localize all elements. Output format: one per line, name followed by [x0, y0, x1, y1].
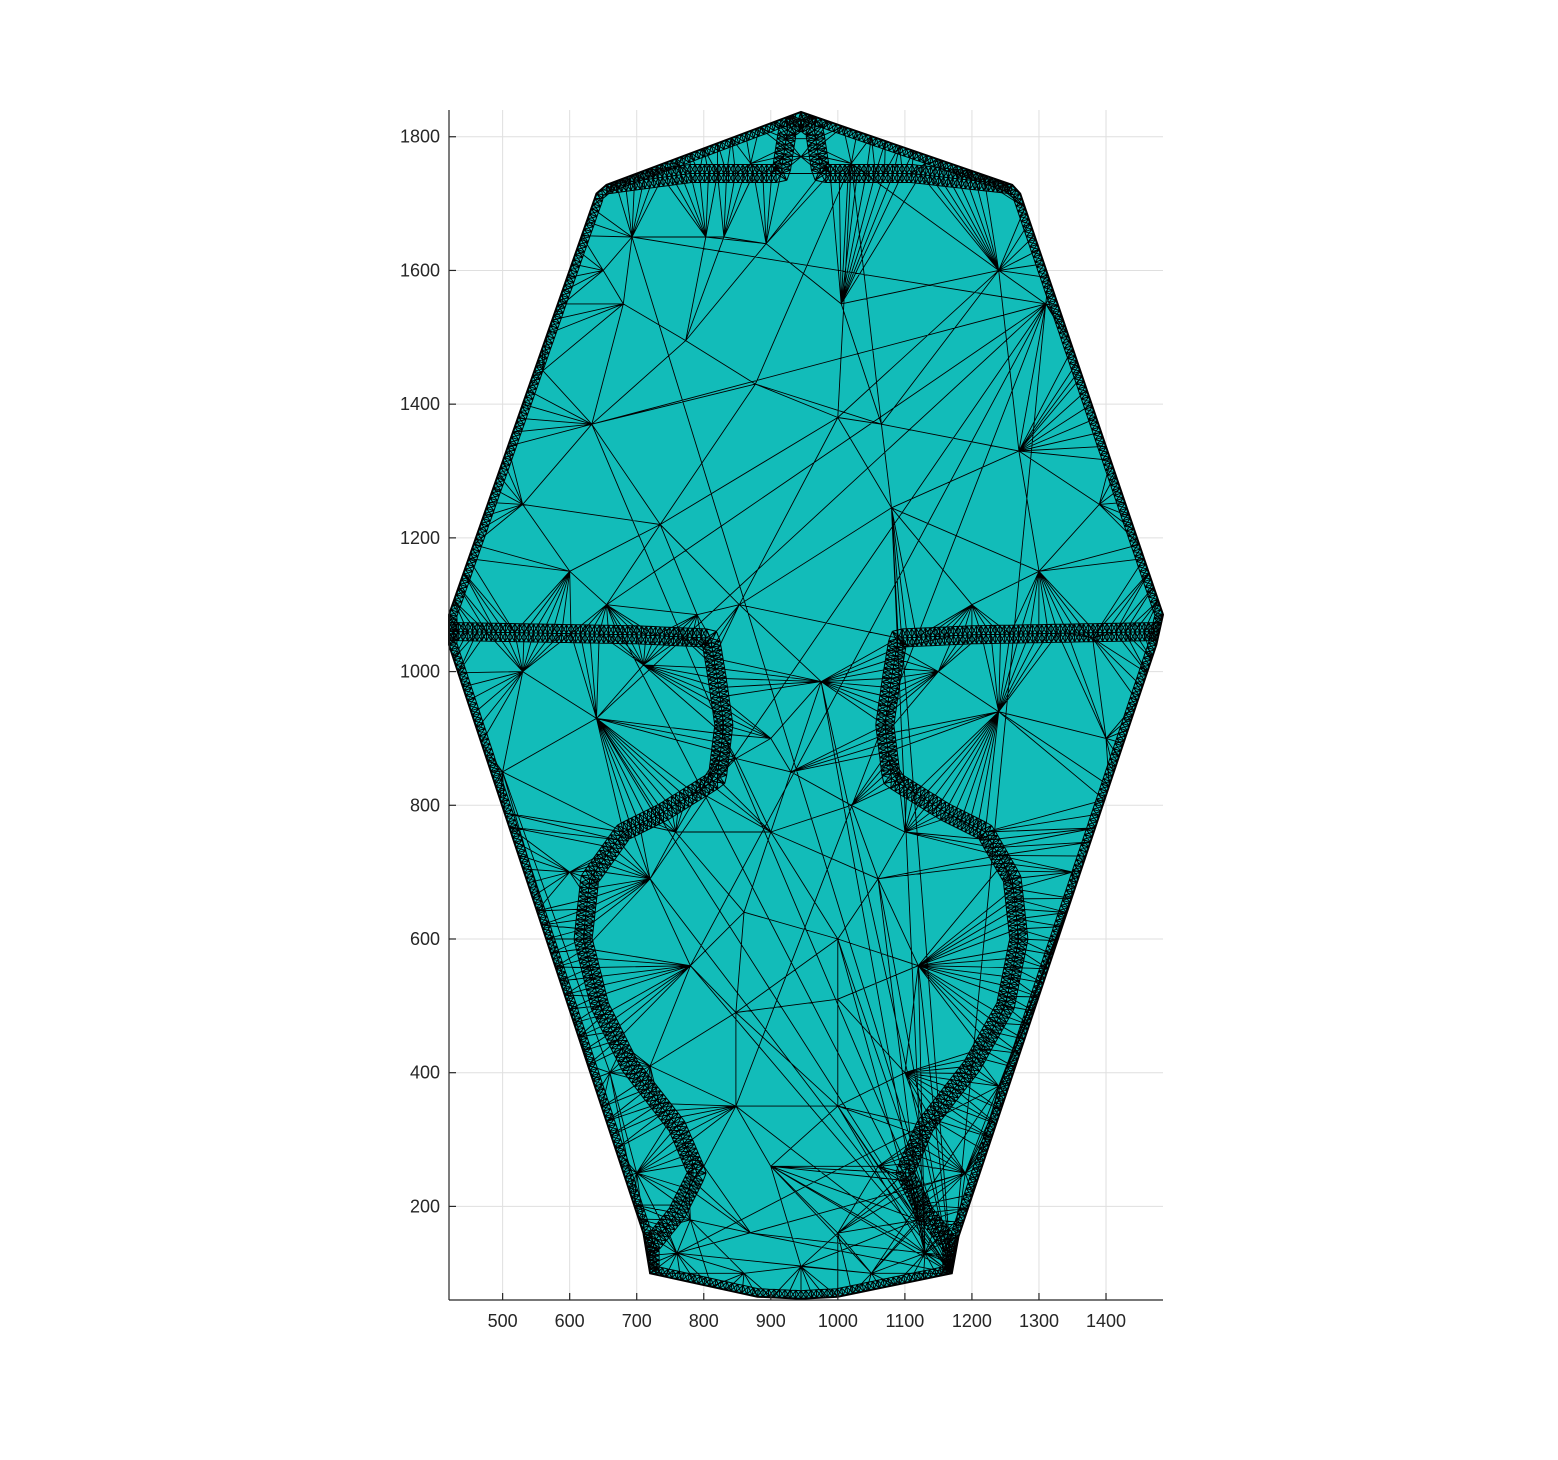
refined-interface-bands	[449, 112, 1163, 1299]
x-tick-label: 800	[689, 1311, 719, 1331]
x-tick-label: 900	[756, 1311, 786, 1331]
x-axis-ticks: 500 600 700 800 900 1000 1100 1200 1300 1400	[488, 1293, 1126, 1331]
x-tick-label: 1400	[1086, 1311, 1126, 1331]
y-tick-label: 1200	[400, 528, 440, 548]
boundary-band	[449, 112, 1163, 1299]
y-tick-label: 800	[410, 795, 440, 815]
y-axis-ticks: 200 400 600 800 1000 1200 1400 1600 1800	[400, 127, 456, 1216]
x-tick-label: 600	[555, 1311, 585, 1331]
y-tick-label: 200	[410, 1196, 440, 1216]
mesh-domain	[449, 112, 1163, 1299]
y-tick-label: 1000	[400, 662, 440, 682]
axes	[448, 110, 1163, 1301]
x-tick-label: 700	[622, 1311, 652, 1331]
x-tick-label: 500	[488, 1311, 518, 1331]
y-tick-label: 600	[410, 929, 440, 949]
x-tick-label: 1000	[818, 1311, 858, 1331]
y-tick-label: 1600	[400, 260, 440, 280]
y-tick-label: 1800	[400, 127, 440, 147]
x-tick-label: 1300	[1019, 1311, 1059, 1331]
x-tick-label: 1200	[952, 1311, 992, 1331]
y-tick-label: 400	[410, 1063, 440, 1083]
x-tick-label: 1100	[886, 1311, 925, 1331]
mesh-boundary	[448, 110, 1165, 1300]
y-tick-label: 1400	[400, 394, 440, 414]
